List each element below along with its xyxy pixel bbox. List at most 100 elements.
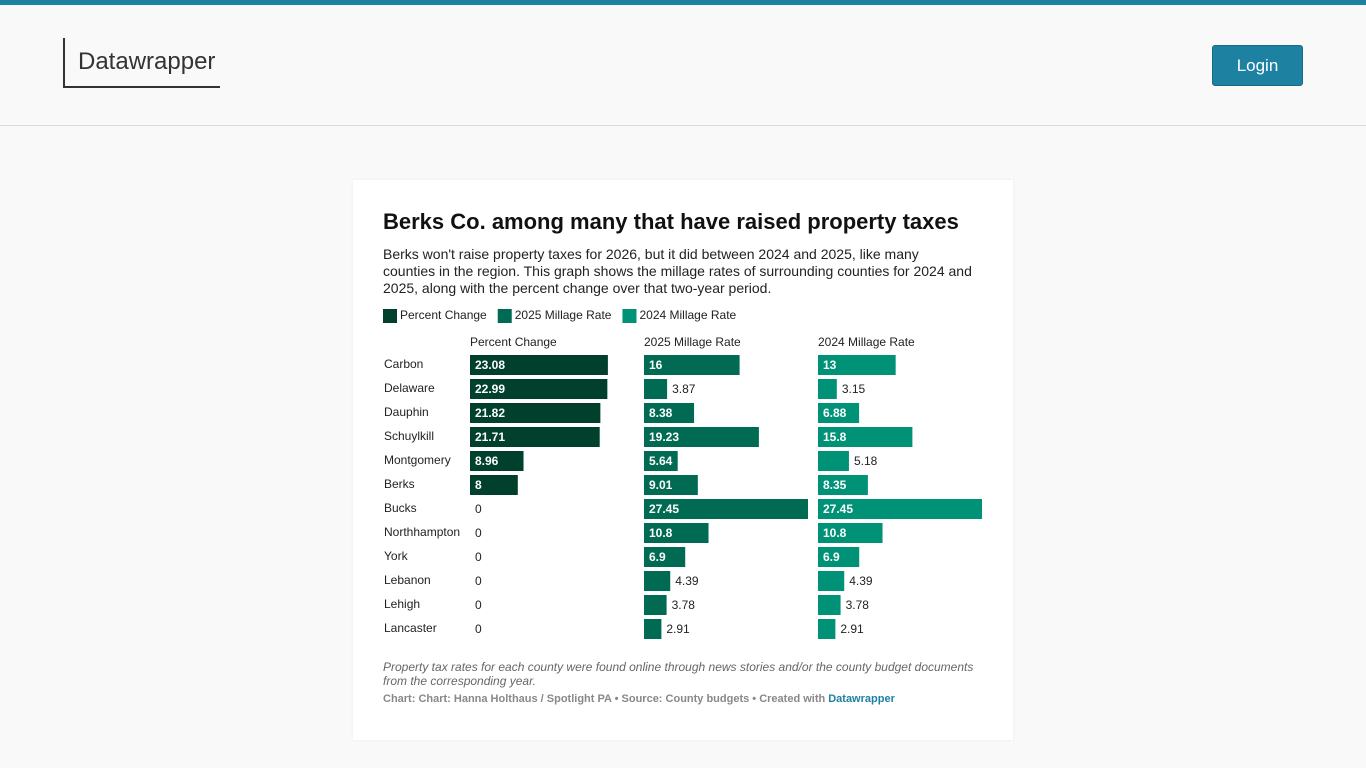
value-label: 21.82 bbox=[475, 406, 505, 420]
legend-label: 2025 Millage Rate bbox=[515, 308, 612, 322]
header: Datawrapper Login bbox=[0, 5, 1366, 126]
bar bbox=[818, 523, 883, 543]
legend-label: 2024 Millage Rate bbox=[639, 308, 736, 322]
value-label: 13 bbox=[823, 358, 837, 372]
legend-swatch bbox=[383, 309, 397, 323]
bar bbox=[644, 595, 667, 615]
bar bbox=[818, 619, 836, 639]
bar bbox=[644, 523, 709, 543]
value-label: 0 bbox=[475, 502, 482, 516]
bar bbox=[644, 451, 678, 471]
chart-card: Berks Co. among many that have raised pr… bbox=[353, 180, 1013, 740]
value-label: 3.15 bbox=[842, 382, 866, 396]
bar bbox=[644, 379, 668, 399]
bar bbox=[818, 403, 860, 423]
value-label: 4.39 bbox=[849, 574, 873, 588]
logo[interactable]: Datawrapper bbox=[63, 38, 220, 88]
byline-link[interactable]: Datawrapper bbox=[828, 693, 895, 705]
value-label: 8.38 bbox=[649, 406, 673, 420]
value-label: 19.23 bbox=[649, 430, 679, 444]
bar bbox=[470, 427, 600, 447]
bar bbox=[644, 499, 808, 519]
value-label: 8 bbox=[475, 478, 482, 492]
top-bar bbox=[0, 0, 1366, 5]
category-label: Lehigh bbox=[384, 597, 420, 611]
chart: Percent Change 2025 Millage Rate 2024 Mill… bbox=[383, 308, 982, 639]
panel-header: 2025 Millage Rate bbox=[644, 335, 741, 349]
value-label: 3.87 bbox=[672, 382, 696, 396]
value-label: 3.78 bbox=[846, 598, 870, 612]
category-label: Carbon bbox=[384, 357, 423, 371]
value-label: 23.08 bbox=[475, 358, 505, 372]
legend-label: Percent Change bbox=[400, 308, 487, 322]
bar bbox=[818, 355, 896, 375]
value-label: 5.18 bbox=[854, 454, 878, 468]
value-label: 22.99 bbox=[475, 382, 505, 396]
legend-swatch bbox=[497, 309, 512, 323]
category-label: Northhampton bbox=[384, 525, 460, 539]
login-button[interactable]: Login bbox=[1212, 45, 1303, 86]
value-label: 0 bbox=[475, 598, 482, 612]
bar bbox=[818, 547, 860, 567]
bar bbox=[818, 379, 837, 399]
value-label: 5.64 bbox=[649, 454, 673, 468]
byline-text: Chart: Chart: Hanna Holthaus / Spotlight… bbox=[383, 693, 826, 705]
category-label: Dauphin bbox=[384, 405, 429, 419]
value-label: 2.91 bbox=[840, 622, 864, 636]
category-label: Lebanon bbox=[384, 573, 431, 587]
legend-swatch bbox=[622, 309, 637, 323]
bar bbox=[818, 475, 868, 495]
value-label: 16 bbox=[649, 358, 663, 372]
bar bbox=[818, 427, 913, 447]
bar bbox=[644, 547, 686, 567]
bar bbox=[644, 403, 695, 423]
bar bbox=[470, 451, 524, 471]
value-label: 27.45 bbox=[823, 502, 853, 516]
value-label: 0 bbox=[475, 574, 482, 588]
value-label: 8.96 bbox=[475, 454, 499, 468]
category-label: York bbox=[384, 549, 409, 563]
bar bbox=[644, 355, 740, 375]
value-label: 0 bbox=[475, 622, 482, 636]
value-label: 6.88 bbox=[823, 406, 847, 420]
bar bbox=[644, 619, 662, 639]
bar bbox=[470, 475, 518, 495]
bar bbox=[818, 499, 982, 519]
category-label: Berks bbox=[384, 477, 415, 491]
category-label: Bucks bbox=[384, 501, 417, 515]
value-label: 2.91 bbox=[666, 622, 690, 636]
bar bbox=[818, 571, 845, 591]
bar bbox=[470, 355, 608, 375]
bar bbox=[644, 475, 698, 495]
value-label: 8.35 bbox=[823, 478, 847, 492]
value-label: 9.01 bbox=[649, 478, 673, 492]
panel-header: 2024 Millage Rate bbox=[818, 335, 915, 349]
value-label: 0 bbox=[475, 526, 482, 540]
bar bbox=[818, 595, 841, 615]
value-label: 10.8 bbox=[823, 526, 847, 540]
chart-title: Berks Co. among many that have raised pr… bbox=[383, 209, 959, 234]
bar bbox=[644, 427, 759, 447]
bar bbox=[644, 571, 671, 591]
value-label: 21.71 bbox=[475, 430, 505, 444]
value-label: 0 bbox=[475, 550, 482, 564]
chart-notes: Property tax rates for each county were … bbox=[383, 660, 974, 688]
value-label: 4.39 bbox=[675, 574, 699, 588]
chart-subtitle: Berks won't raise property taxes for 202… bbox=[383, 246, 972, 296]
bar bbox=[470, 379, 608, 399]
bar bbox=[818, 451, 849, 471]
panel-header: Percent Change bbox=[470, 335, 557, 349]
category-label: Montgomery bbox=[384, 453, 451, 467]
value-label: 15.8 bbox=[823, 430, 847, 444]
value-label: 27.45 bbox=[649, 502, 679, 516]
value-label: 10.8 bbox=[649, 526, 673, 540]
category-label: Delaware bbox=[384, 381, 435, 395]
bar bbox=[470, 403, 601, 423]
byline: Chart: Chart: Hanna Holthaus / Spotlight… bbox=[383, 693, 895, 705]
value-label: 6.9 bbox=[823, 550, 840, 564]
category-label: Schuylkill bbox=[384, 429, 434, 443]
category-label: Lancaster bbox=[384, 621, 437, 635]
value-label: 3.78 bbox=[672, 598, 696, 612]
value-label: 6.9 bbox=[649, 550, 666, 564]
